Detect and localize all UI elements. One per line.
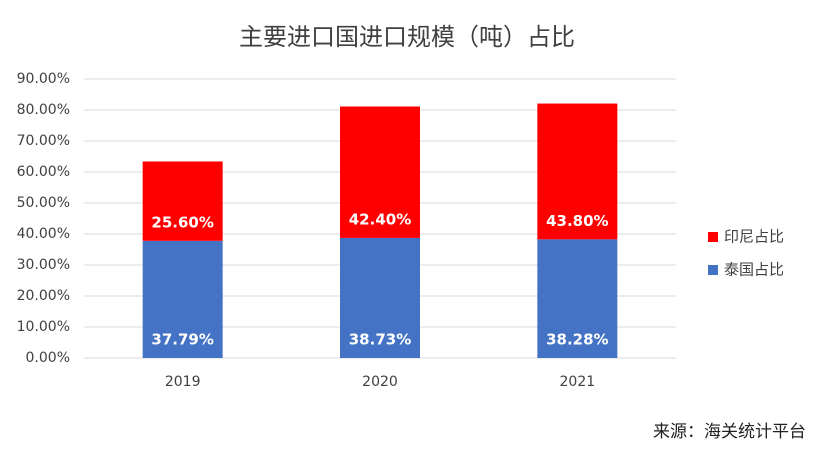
y-tick-label: 60.00% — [17, 164, 70, 180]
y-tick-label: 40.00% — [17, 226, 70, 242]
y-tick-label: 70.00% — [17, 133, 70, 149]
bar-segment — [537, 239, 618, 358]
bar-segment — [340, 237, 420, 358]
legend-label: 印尼占比 — [724, 228, 784, 246]
data-label: 38.28% — [546, 331, 608, 349]
y-tick-label: 0.00% — [26, 350, 70, 366]
legend-swatch — [708, 232, 718, 242]
y-tick-label: 30.00% — [17, 257, 70, 273]
legend-swatch — [708, 265, 718, 275]
bar-segment — [142, 240, 223, 358]
data-label: 42.40% — [349, 210, 411, 228]
x-tick-label: 2019 — [165, 374, 201, 390]
x-tick-label: 2021 — [560, 374, 596, 390]
data-label: 43.80% — [546, 212, 608, 230]
legend-label: 泰国占比 — [724, 261, 784, 279]
source-note: 来源：海关统计平台 — [653, 422, 806, 442]
bar-segment — [537, 103, 618, 240]
y-tick-label: 20.00% — [17, 288, 70, 304]
y-tick-label: 50.00% — [17, 195, 70, 211]
data-label: 37.79% — [151, 331, 213, 349]
bar-segment — [340, 106, 420, 238]
y-tick-label: 10.00% — [17, 319, 70, 335]
x-tick-label: 2020 — [362, 374, 398, 390]
data-label: 38.73% — [349, 331, 411, 349]
data-label: 25.60% — [151, 213, 213, 231]
y-tick-label: 90.00% — [17, 71, 70, 87]
y-tick-label: 80.00% — [17, 102, 70, 118]
bar-segment — [142, 161, 223, 241]
chart-title: 主要进口国进口规模（吨）占比 — [239, 23, 575, 51]
